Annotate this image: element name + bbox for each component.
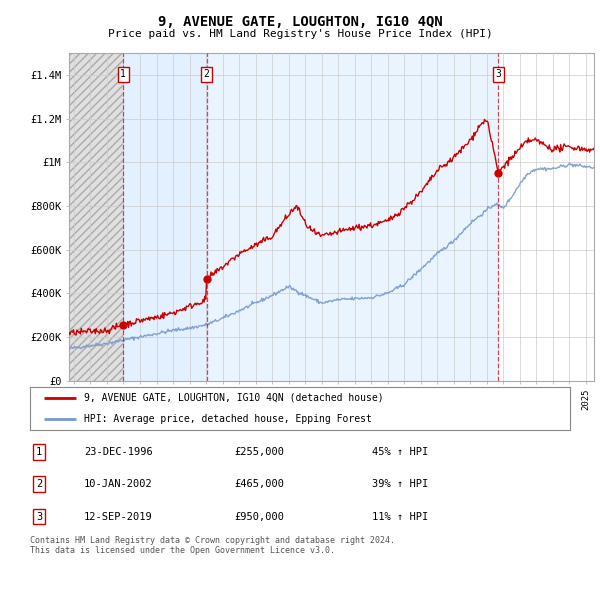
Text: 1: 1 [36, 447, 42, 457]
Text: £255,000: £255,000 [234, 447, 284, 457]
Text: 39% ↑ HPI: 39% ↑ HPI [372, 479, 428, 489]
Bar [123, 53, 206, 381]
Text: Contains HM Land Registry data © Crown copyright and database right 2024.
This d: Contains HM Land Registry data © Crown c… [30, 536, 395, 555]
Bar [69, 53, 123, 381]
Text: £950,000: £950,000 [234, 512, 284, 522]
Text: 2: 2 [36, 479, 42, 489]
Text: 23-DEC-1996: 23-DEC-1996 [84, 447, 153, 457]
Text: 3: 3 [36, 512, 42, 522]
Text: £465,000: £465,000 [234, 479, 284, 489]
Text: 10-JAN-2002: 10-JAN-2002 [84, 479, 153, 489]
Text: 12-SEP-2019: 12-SEP-2019 [84, 512, 153, 522]
Text: 11% ↑ HPI: 11% ↑ HPI [372, 512, 428, 522]
Text: 1: 1 [120, 70, 126, 80]
Text: HPI: Average price, detached house, Epping Forest: HPI: Average price, detached house, Eppi… [84, 414, 372, 424]
Text: 9, AVENUE GATE, LOUGHTON, IG10 4QN (detached house): 9, AVENUE GATE, LOUGHTON, IG10 4QN (deta… [84, 393, 383, 402]
Text: 45% ↑ HPI: 45% ↑ HPI [372, 447, 428, 457]
Bar [206, 53, 499, 381]
Text: 9, AVENUE GATE, LOUGHTON, IG10 4QN: 9, AVENUE GATE, LOUGHTON, IG10 4QN [158, 15, 442, 30]
Text: 2: 2 [203, 70, 209, 80]
Text: Price paid vs. HM Land Registry's House Price Index (HPI): Price paid vs. HM Land Registry's House … [107, 30, 493, 39]
Text: 3: 3 [496, 70, 502, 80]
